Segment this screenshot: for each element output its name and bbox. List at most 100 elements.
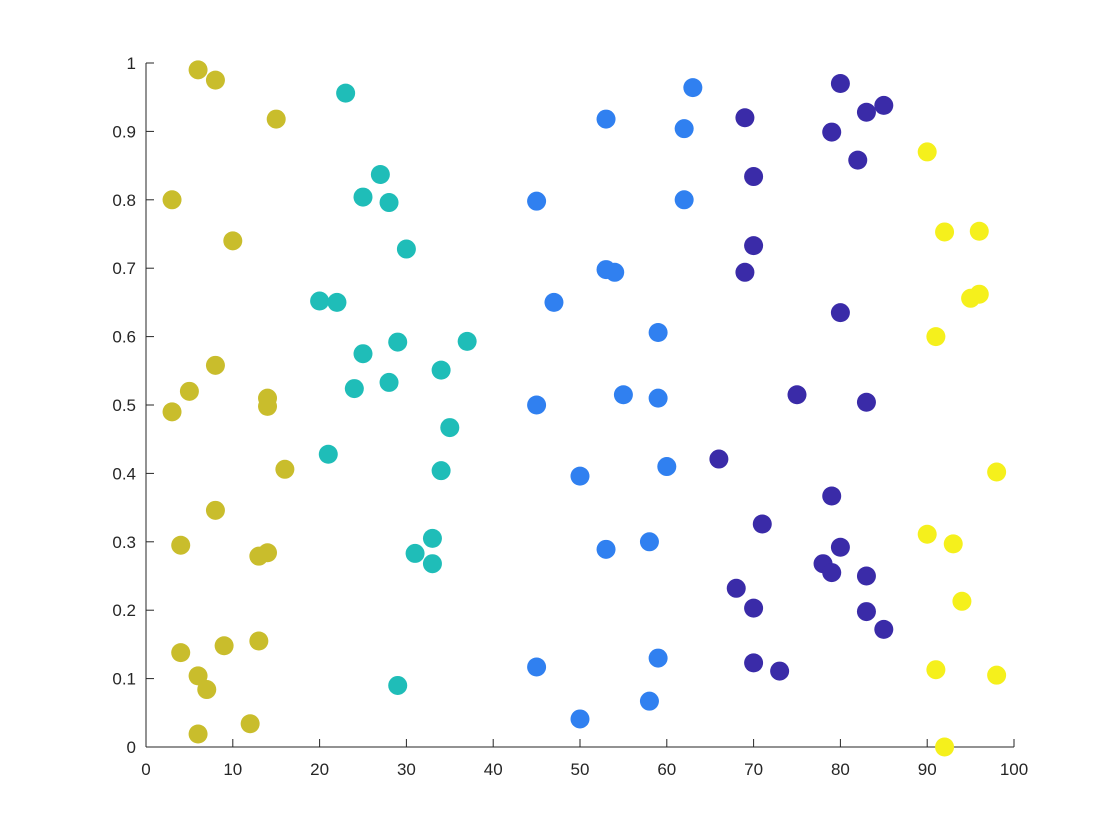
scatter-point xyxy=(388,675,408,695)
scatter-point xyxy=(787,385,807,405)
scatter-point xyxy=(726,578,746,598)
scatter-point xyxy=(240,714,260,734)
scatter-point xyxy=(205,70,225,90)
scatter-point xyxy=(310,291,330,311)
scatter-point xyxy=(422,528,442,548)
scatter-point xyxy=(961,288,981,308)
scatter-point xyxy=(744,167,764,187)
scatter-point xyxy=(822,122,842,142)
y-tick-label: 0.8 xyxy=(112,191,136,210)
scatter-point xyxy=(249,546,269,566)
scatter-point xyxy=(205,355,225,375)
data-points xyxy=(162,60,1007,757)
scatter-point xyxy=(344,379,364,399)
scatter-point xyxy=(648,388,668,408)
series-3 xyxy=(527,78,703,729)
x-tick-label: 70 xyxy=(744,760,763,779)
scatter-point xyxy=(874,95,894,115)
scatter-point xyxy=(952,591,972,611)
scatter-point xyxy=(205,500,225,520)
scatter-point xyxy=(856,602,876,622)
scatter-point xyxy=(969,221,989,241)
y-tick-label: 0.7 xyxy=(112,259,136,278)
series-2 xyxy=(310,83,477,695)
y-tick-label: 0.5 xyxy=(112,396,136,415)
scatter-point xyxy=(987,462,1007,482)
scatter-point xyxy=(353,344,373,364)
scatter-point xyxy=(926,660,946,680)
scatter-point xyxy=(735,262,755,282)
scatter-point xyxy=(457,331,477,351)
scatter-point xyxy=(926,327,946,347)
y-tick-label: 1 xyxy=(127,54,136,73)
x-tick-label: 60 xyxy=(657,760,676,779)
scatter-point xyxy=(657,457,677,477)
scatter-point xyxy=(830,303,850,323)
scatter-point xyxy=(440,418,460,438)
scatter-point xyxy=(917,524,937,544)
scatter-point xyxy=(570,709,590,729)
scatter-point xyxy=(596,109,616,129)
axes xyxy=(145,62,1015,748)
tick-labels: 0 10 20 30 40 50 60 70 80 90 100 0 0.1 0.2 0.3 0.4 0.5 0.… xyxy=(112,54,1028,779)
x-tick-label: 100 xyxy=(1000,760,1028,779)
scatter-point xyxy=(275,459,295,479)
scatter-point xyxy=(605,262,625,282)
scatter-point xyxy=(527,395,547,415)
scatter-point xyxy=(405,543,425,563)
scatter-point xyxy=(223,231,243,251)
scatter-point xyxy=(648,322,668,342)
scatter-point xyxy=(318,444,338,464)
series-1 xyxy=(162,60,295,744)
scatter-point xyxy=(822,486,842,506)
scatter-point xyxy=(987,665,1007,685)
x-tick-label: 80 xyxy=(831,760,850,779)
x-tick-label: 50 xyxy=(571,760,590,779)
scatter-point xyxy=(856,392,876,412)
scatter-point xyxy=(336,83,356,103)
scatter-point xyxy=(258,396,278,416)
scatter-point xyxy=(770,661,790,681)
scatter-point xyxy=(171,643,191,663)
scatter-point xyxy=(822,563,842,583)
x-tick-label: 10 xyxy=(223,760,242,779)
scatter-point xyxy=(674,190,694,210)
x-tick-label: 40 xyxy=(484,760,503,779)
scatter-point xyxy=(214,636,234,656)
series-5 xyxy=(917,142,1007,757)
x-tick-label: 0 xyxy=(141,760,150,779)
scatter-point xyxy=(179,381,199,401)
scatter-point xyxy=(943,534,963,554)
scatter-point xyxy=(830,74,850,94)
x-tick-label: 20 xyxy=(310,760,329,779)
x-tick-label: 90 xyxy=(918,760,937,779)
scatter-point xyxy=(370,164,390,184)
scatter-point xyxy=(379,193,399,213)
scatter-point xyxy=(188,724,208,744)
scatter-point xyxy=(388,332,408,352)
scatter-point xyxy=(188,666,208,686)
scatter-point xyxy=(830,537,850,557)
y-tick-label: 0.6 xyxy=(112,328,136,347)
scatter-point xyxy=(613,385,633,405)
scatter-point xyxy=(856,102,876,122)
scatter-point xyxy=(935,222,955,242)
scatter-point xyxy=(353,187,373,207)
scatter-point xyxy=(431,461,451,481)
scatter-point xyxy=(639,691,659,711)
scatter-point xyxy=(570,466,590,486)
scatter-point xyxy=(744,598,764,618)
scatter-point xyxy=(396,239,416,259)
scatter-point xyxy=(848,150,868,170)
series-4 xyxy=(709,74,894,681)
scatter-point xyxy=(596,539,616,559)
scatter-point xyxy=(744,653,764,673)
scatter-point xyxy=(379,372,399,392)
scatter-point xyxy=(249,631,269,651)
y-tick-label: 0.2 xyxy=(112,601,136,620)
scatter-point xyxy=(327,292,347,312)
scatter-point xyxy=(648,648,668,668)
scatter-point xyxy=(431,360,451,380)
scatter-point xyxy=(527,191,547,211)
